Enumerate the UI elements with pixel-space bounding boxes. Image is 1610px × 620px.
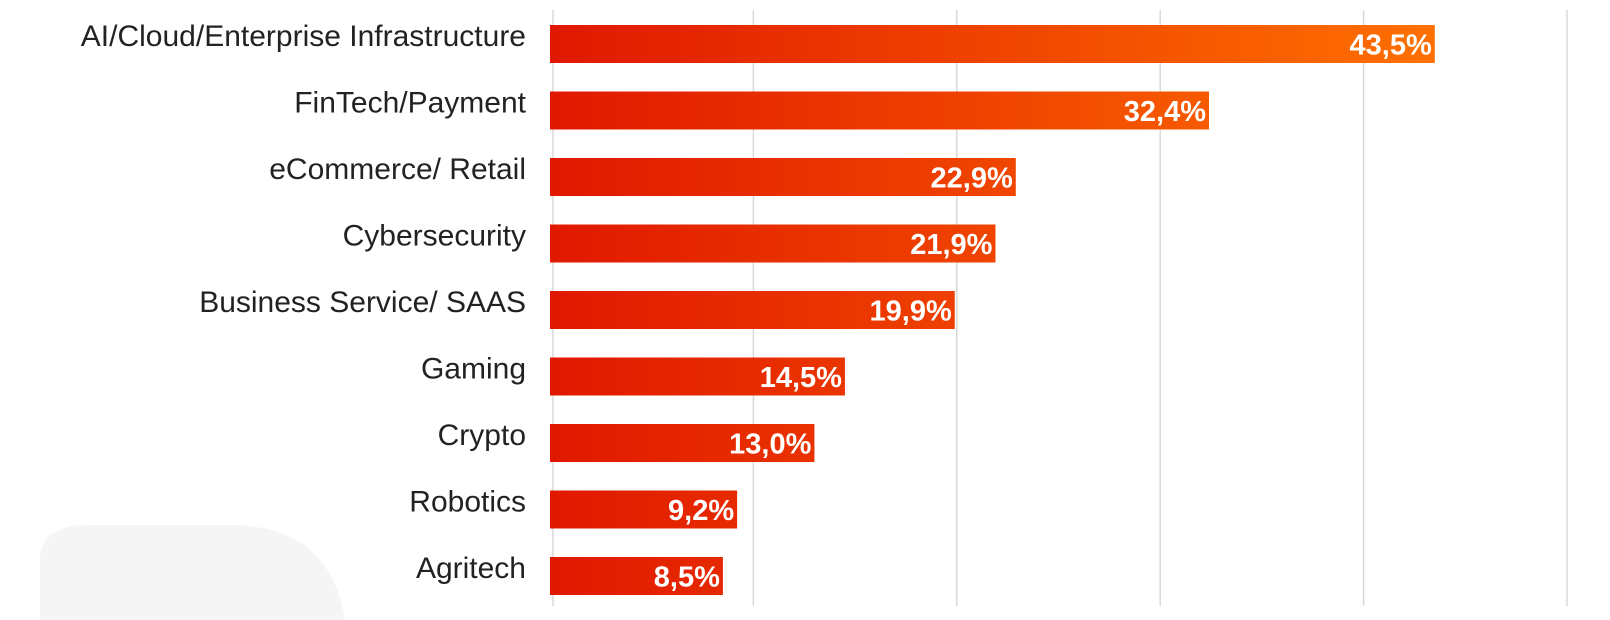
bar — [550, 357, 845, 396]
category-label: FinTech/Payment — [294, 86, 526, 119]
value-label: 32,4% — [1124, 96, 1206, 128]
category-label: Crypto — [438, 419, 526, 452]
category-label: Cybersecurity — [343, 219, 526, 252]
value-label: 9,2% — [668, 495, 734, 527]
value-label: 8,5% — [654, 562, 720, 594]
value-label: 19,9% — [870, 296, 952, 328]
bars: AI/Cloud/Enterprise Infrastructure 43,5% F… — [81, 20, 1435, 595]
category-label: Agritech — [416, 552, 526, 585]
bar — [550, 25, 1435, 63]
category-label: Robotics — [409, 485, 526, 518]
value-label: 43,5% — [1350, 30, 1432, 62]
bar — [550, 424, 815, 462]
value-label: 14,5% — [760, 362, 842, 394]
value-label: 21,9% — [910, 229, 992, 261]
bar — [550, 490, 738, 529]
bar — [550, 557, 723, 595]
category-label: AI/Cloud/Enterprise Infrastructure — [81, 20, 526, 53]
watermark — [40, 525, 345, 620]
bar — [550, 291, 955, 329]
value-label: 22,9% — [931, 163, 1013, 195]
bar — [550, 158, 1016, 196]
bar — [550, 224, 996, 263]
category-label: eCommerce/ Retail — [269, 153, 526, 186]
value-label: 13,0% — [729, 429, 811, 461]
category-label: Gaming — [421, 352, 526, 385]
bar — [550, 91, 1210, 130]
category-label: Business Service/ SAAS — [199, 286, 526, 319]
